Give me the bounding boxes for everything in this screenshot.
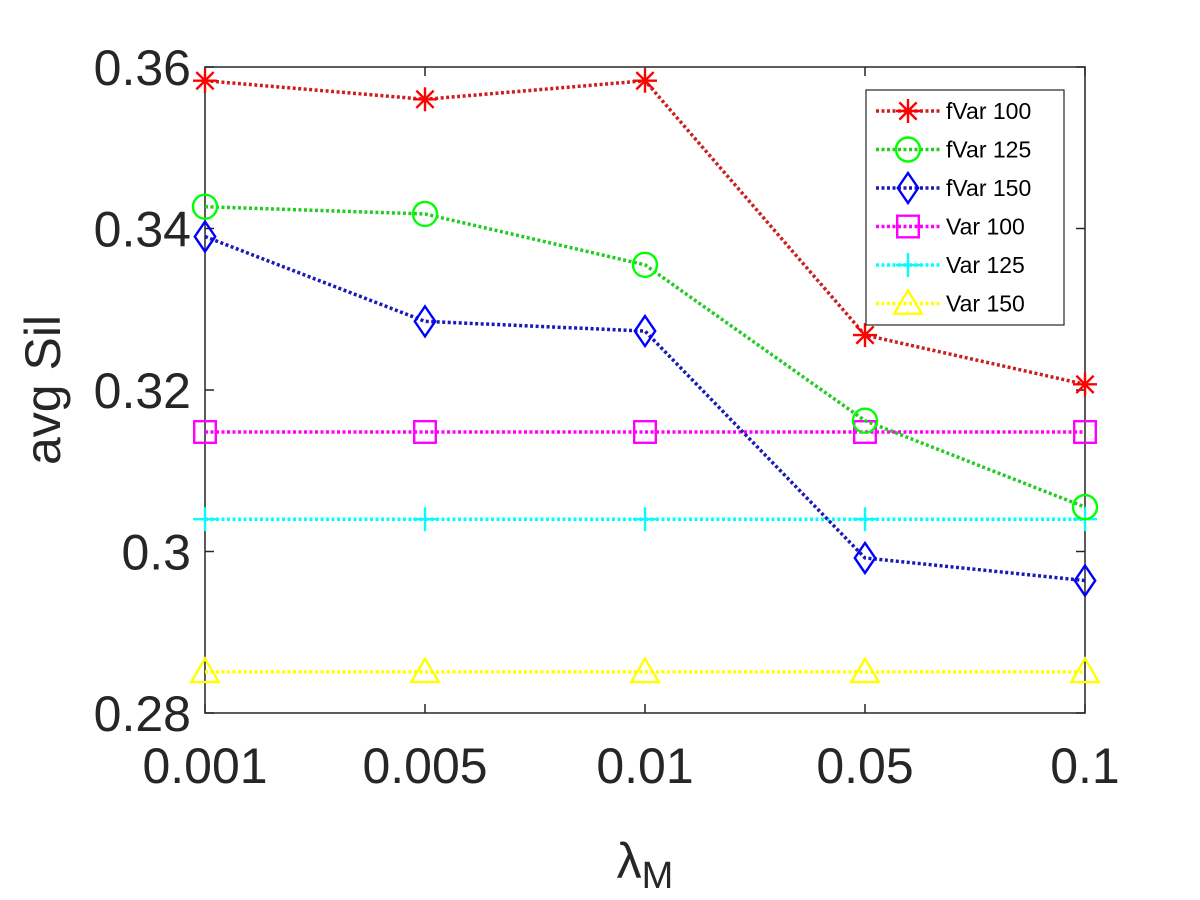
data-point-diamond <box>853 540 877 576</box>
x-tick-labels: 0.001 0.005 0.01 0.05 0.1 <box>142 738 1119 794</box>
data-point-square <box>192 419 217 444</box>
data-point-asterisk <box>193 68 217 93</box>
data-point-triangle <box>849 656 881 684</box>
legend-label: fVar 150 <box>946 175 1031 201</box>
data-point-square <box>896 214 921 239</box>
data-point-diamond <box>1073 563 1097 598</box>
legend-entry: fVar 100 <box>876 98 1031 124</box>
y-tick-labels: 0.28 0.3 0.32 0.34 0.36 <box>94 40 191 742</box>
series-var-150 <box>189 656 1101 684</box>
data-point-diamond <box>193 219 217 254</box>
x-tick-label: 0.1 <box>1050 738 1120 794</box>
legend-label: Var 150 <box>946 291 1025 317</box>
x-tick-label: 0.001 <box>142 738 267 794</box>
y-tick-label: 0.36 <box>94 40 191 96</box>
data-point-square <box>633 419 658 444</box>
data-point-diamond <box>633 313 657 349</box>
legend-label: fVar 100 <box>946 98 1031 124</box>
series-line <box>204 204 1086 509</box>
legend-label: Var 125 <box>946 252 1025 278</box>
legend-label: fVar 125 <box>946 137 1031 163</box>
x-axis-label-subscript: M <box>642 855 674 897</box>
data-point-plus <box>896 253 920 277</box>
legend-entry: Var 125 <box>876 252 1025 278</box>
data-point-triangle <box>892 287 924 315</box>
data-point-circle <box>894 136 922 163</box>
y-tick-label: 0.28 <box>94 686 191 742</box>
data-point-asterisk <box>413 87 437 112</box>
y-tick-label: 0.32 <box>94 363 191 419</box>
x-tick-label: 0.05 <box>816 738 913 794</box>
data-point-square <box>1072 419 1097 444</box>
data-point-circle <box>851 407 879 434</box>
data-point-plus <box>853 507 877 532</box>
data-point-asterisk <box>896 99 920 123</box>
data-point-plus <box>413 507 437 532</box>
legend-entry: fVar 125 <box>876 136 1031 163</box>
data-point-asterisk <box>1073 372 1097 397</box>
series-group <box>189 68 1101 684</box>
data-point-asterisk <box>633 68 657 93</box>
data-point-triangle <box>409 656 441 684</box>
data-point-plus <box>193 507 217 532</box>
data-point-triangle <box>1069 656 1101 684</box>
data-point-triangle <box>189 656 221 684</box>
data-point-circle <box>631 251 659 279</box>
series-fvar-125 <box>191 193 1099 521</box>
data-point-triangle <box>629 656 661 684</box>
legend-box <box>865 89 1065 326</box>
series-fvar-150 <box>193 219 1097 598</box>
legend-entry: Var 100 <box>876 214 1025 240</box>
data-point-circle <box>1071 493 1099 521</box>
legend: fVar 100 fVar 125 fVar 150 Var 100 Var 125 Va… <box>865 89 1065 326</box>
series-fvar-100 <box>193 68 1097 397</box>
x-tick-label: 0.01 <box>596 738 693 794</box>
y-tick-label: 0.3 <box>121 525 191 581</box>
data-point-circle <box>191 193 219 220</box>
legend-entries: fVar 100 fVar 125 fVar 150 Var 100 Var 125 Va… <box>876 98 1031 317</box>
x-tick-label: 0.005 <box>362 738 487 794</box>
x-axis-label-base: λ <box>617 833 642 889</box>
legend-entry: fVar 150 <box>876 170 1031 206</box>
data-point-asterisk <box>853 323 877 348</box>
legend-label: Var 100 <box>946 214 1025 240</box>
x-axis-label: λM <box>617 833 674 897</box>
data-point-diamond <box>413 304 437 339</box>
data-point-circle <box>411 200 439 228</box>
data-point-plus <box>633 507 657 532</box>
y-axis-label: avg Sil <box>15 315 71 465</box>
legend-entry: Var 150 <box>876 287 1025 317</box>
data-point-diamond <box>896 170 920 206</box>
y-tick-label: 0.34 <box>94 202 191 258</box>
data-point-square <box>413 419 438 444</box>
